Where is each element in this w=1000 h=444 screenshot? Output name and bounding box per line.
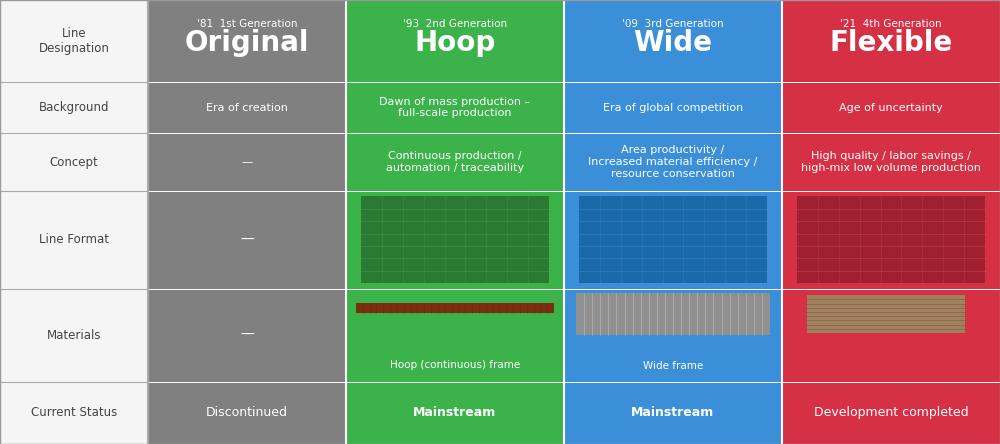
Text: Discontinued: Discontinued bbox=[206, 406, 288, 420]
Text: Hoop: Hoop bbox=[414, 29, 496, 57]
Text: Materials: Materials bbox=[47, 329, 101, 342]
Bar bbox=[148, 0, 346, 444]
Text: Wide: Wide bbox=[634, 29, 712, 57]
Bar bbox=[356, 303, 554, 313]
Bar bbox=[576, 293, 770, 335]
Text: Line Format: Line Format bbox=[39, 233, 109, 246]
Text: Mainstream: Mainstream bbox=[413, 406, 497, 420]
Bar bbox=[0, 0, 148, 444]
Text: Era of global competition: Era of global competition bbox=[603, 103, 743, 113]
Text: High quality / labor savings /
high-mix low volume production: High quality / labor savings / high-mix … bbox=[801, 151, 981, 173]
Bar bbox=[361, 196, 549, 283]
Text: Flexible: Flexible bbox=[829, 29, 953, 57]
Text: Current Status: Current Status bbox=[31, 406, 117, 420]
Bar bbox=[346, 0, 564, 444]
Text: '93  2nd Generation: '93 2nd Generation bbox=[403, 19, 507, 29]
Bar bbox=[807, 295, 965, 333]
Text: —: — bbox=[240, 233, 254, 247]
Text: Concept: Concept bbox=[50, 155, 98, 169]
Text: Age of uncertainty: Age of uncertainty bbox=[839, 103, 943, 113]
Text: —: — bbox=[240, 328, 254, 342]
Text: '21  4th Generation: '21 4th Generation bbox=[840, 19, 942, 29]
Text: Era of creation: Era of creation bbox=[206, 103, 288, 113]
Bar bbox=[579, 196, 767, 283]
Text: '81  1st Generation: '81 1st Generation bbox=[197, 19, 297, 29]
Bar bbox=[782, 0, 1000, 444]
Text: —: — bbox=[241, 157, 253, 167]
Text: '09  3rd Generation: '09 3rd Generation bbox=[622, 19, 724, 29]
Text: Mainstream: Mainstream bbox=[631, 406, 715, 420]
Text: Hoop (continuous) frame: Hoop (continuous) frame bbox=[390, 360, 520, 370]
Text: Line
Designation: Line Designation bbox=[39, 27, 109, 55]
Text: Continuous production /
automation / traceability: Continuous production / automation / tra… bbox=[386, 151, 524, 173]
Text: Background: Background bbox=[39, 101, 109, 114]
Text: Dawn of mass production –
full-scale production: Dawn of mass production – full-scale pro… bbox=[379, 97, 531, 119]
Text: Development completed: Development completed bbox=[814, 406, 968, 420]
Text: Original: Original bbox=[185, 29, 309, 57]
Bar bbox=[564, 0, 782, 444]
Text: Wide frame: Wide frame bbox=[643, 361, 703, 371]
Text: Area productivity /
Increased material efficiency /
resource conservation: Area productivity / Increased material e… bbox=[588, 146, 758, 178]
Bar bbox=[797, 196, 985, 283]
